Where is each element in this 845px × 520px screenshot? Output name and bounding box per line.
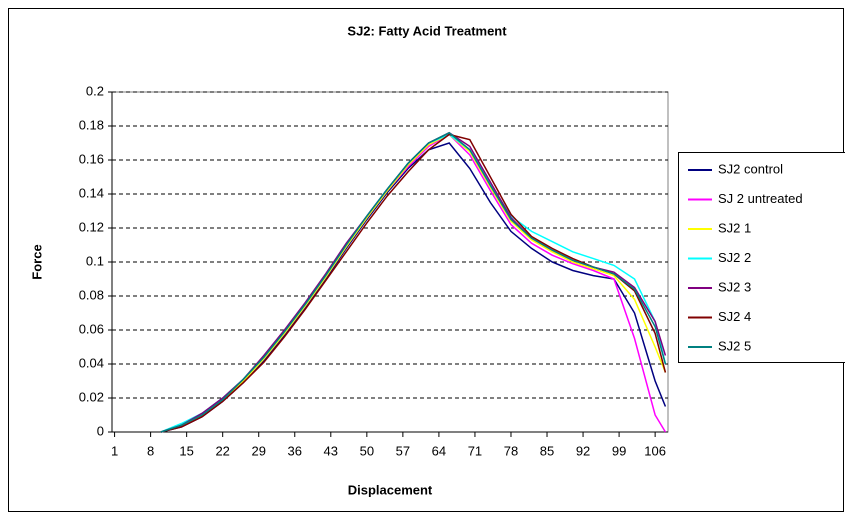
x-tick-label: 64	[432, 443, 446, 458]
y-tick-label: 0.08	[79, 287, 104, 302]
legend-label: SJ 2 untreated	[718, 191, 803, 206]
x-tick-label: 22	[215, 443, 229, 458]
y-axis-label: Force	[29, 244, 44, 279]
series-line	[160, 131, 667, 433]
x-tick-label: 1	[111, 443, 118, 458]
x-tick-label: 36	[288, 443, 302, 458]
y-tick-label: 0.1	[86, 253, 104, 268]
x-tick-label: 85	[540, 443, 554, 458]
x-tick-label: 29	[251, 443, 265, 458]
y-tick-label: 0.16	[79, 151, 104, 166]
x-tick-label: 106	[644, 443, 666, 458]
legend-label: SJ2 control	[718, 161, 783, 176]
y-tick-label: 0.12	[79, 219, 104, 234]
x-tick-label: 8	[147, 443, 154, 458]
x-tick-label: 57	[396, 443, 410, 458]
x-tick-label: 50	[360, 443, 374, 458]
chart-title: SJ2: Fatty Acid Treatment	[347, 23, 507, 38]
x-tick-label: 92	[576, 443, 590, 458]
legend-label: SJ2 3	[718, 279, 751, 294]
y-tick-label: 0	[97, 423, 104, 438]
x-axis-label: Displacement	[348, 482, 433, 497]
y-tick-label: 0.06	[79, 321, 104, 336]
x-tick-label: 78	[504, 443, 518, 458]
x-tick-label: 99	[612, 443, 626, 458]
y-tick-label: 0.2	[86, 83, 104, 98]
y-tick-label: 0.14	[79, 185, 104, 200]
y-tick-label: 0.18	[79, 117, 104, 132]
legend-label: SJ2 2	[718, 250, 751, 265]
x-tick-label: 15	[179, 443, 193, 458]
y-tick-label: 0.02	[79, 389, 104, 404]
series-line	[160, 133, 667, 433]
legend-label: SJ2 5	[718, 338, 751, 353]
y-tick-label: 0.04	[79, 355, 104, 370]
x-tick-label: 43	[324, 443, 338, 458]
legend-label: SJ2 1	[718, 220, 751, 235]
legend-label: SJ2 4	[718, 309, 751, 324]
x-tick-label: 71	[468, 443, 482, 458]
